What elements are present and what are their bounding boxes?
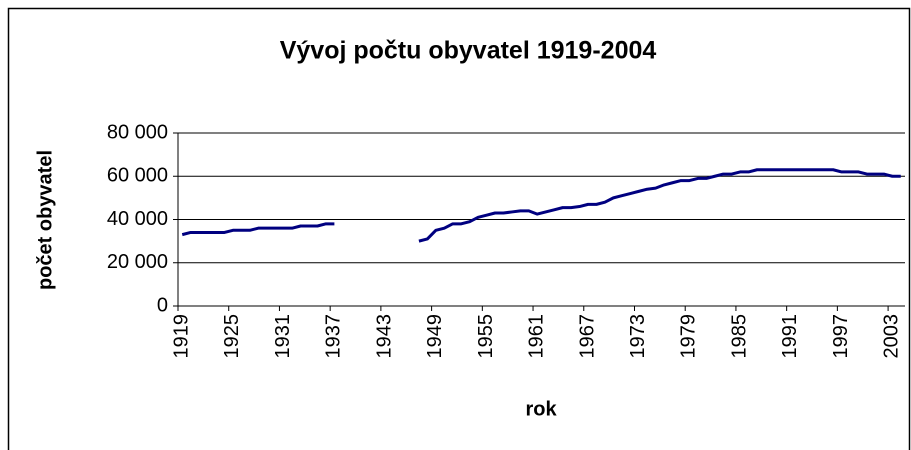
- x-tick-label: 1955: [475, 314, 497, 359]
- x-tick-label: 1943: [373, 314, 395, 359]
- x-tick-label: 2003: [881, 314, 903, 359]
- x-tick-label: 1931: [272, 314, 294, 359]
- y-tick-label: 20 000: [107, 251, 168, 273]
- x-tick-label: 1925: [221, 314, 243, 359]
- y-tick-label: 0: [157, 294, 168, 316]
- y-tick-label: 60 000: [107, 165, 168, 187]
- x-tick-label: 1961: [526, 314, 548, 359]
- y-tick-label: 40 000: [107, 208, 168, 230]
- y-tick-label: 80 000: [107, 121, 168, 143]
- x-tick-label: 1967: [576, 314, 598, 359]
- x-tick-label: 1991: [779, 314, 801, 359]
- data-line: [181, 168, 901, 243]
- x-tick-label: 1973: [627, 314, 649, 359]
- chart-title: Vývoj počtu obyvatel 1919-2004: [280, 37, 657, 65]
- x-tick-label: 1997: [830, 314, 852, 359]
- y-axis-label: počet obyvatel: [34, 150, 56, 290]
- x-tick-label: 1919: [171, 314, 193, 359]
- x-tick-label: 1937: [323, 314, 345, 359]
- x-axis-label: rok: [525, 398, 557, 420]
- x-tick-label: 1985: [728, 314, 750, 359]
- x-tick-label: 1979: [678, 314, 700, 359]
- chart-border: [7, 7, 911, 450]
- x-tick-label: 1949: [424, 314, 446, 359]
